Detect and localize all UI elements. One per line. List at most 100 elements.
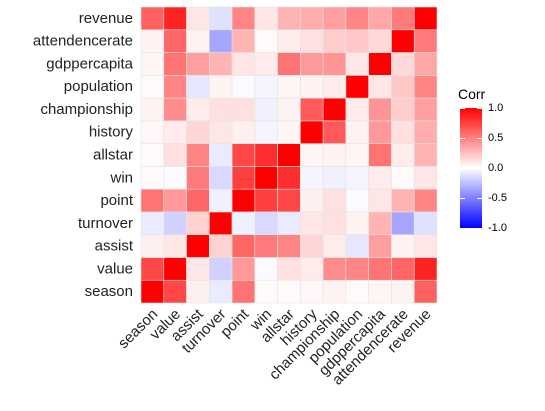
heatmap-cell-history-history [300,120,324,144]
heatmap-cell-season-championship [322,279,347,304]
heatmap-cell-win-turnover [209,166,233,190]
heatmap-cell-attendencerate-assist [186,29,210,53]
heatmap-cell-season-point [231,279,256,304]
y-tick-label-attendencerate: attendencerate [33,33,133,50]
y-tick-label-championship: championship [40,101,133,118]
heatmap-cell-allstar-revenue [413,143,438,167]
heatmap-cell-gdppercapita-season [140,52,165,76]
heatmap-cell-history-season [140,120,165,144]
y-tick-label-assist: assist [95,238,134,255]
heatmap-cell-gdppercapita-point [231,52,256,76]
heatmap-cell-win-championship [322,166,347,190]
heatmap-cell-attendencerate-value [163,29,187,53]
heatmap-cell-population-value [163,75,187,99]
y-tick-label-history: history [89,124,134,141]
heatmap-cell-allstar-win [254,143,278,167]
legend-tick-mark [460,138,465,139]
legend-tick-label: -1.0 [488,222,507,234]
heatmap-cell-point-revenue [413,188,438,213]
heatmap-cell-turnover-attendencerate [391,211,415,235]
heatmap-cell-point-population [345,188,369,213]
heatmap-cell-population-assist [186,75,210,99]
heatmap-cell-attendencerate-point [231,29,256,53]
heatmap-cell-population-season [140,75,165,99]
heatmap-cell-allstar-history [300,143,324,167]
heatmap-cell-win-gdppercapita [368,166,392,190]
heatmap-cell-value-revenue [413,257,438,281]
heatmap-cell-championship-championship [322,97,347,122]
heatmap-cell-revenue-championship [322,6,347,31]
heatmap-cell-history-value [163,120,187,144]
y-tick-label-gdppercapita: gdppercapita [46,55,133,72]
y-tick-label-revenue: revenue [79,10,133,27]
heatmap-cell-win-allstar [277,166,301,190]
heatmap-cell-assist-point [231,234,256,258]
heatmap-cell-championship-allstar [277,97,301,122]
heatmap-cell-gdppercapita-assist [186,52,210,76]
heatmap-cell-value-championship [322,257,347,281]
heatmap-cell-value-season [140,257,165,281]
heatmap-cell-point-value [163,188,187,213]
heatmap-cell-allstar-season [140,143,165,167]
heatmap-cell-assist-population [345,234,369,258]
heatmap-cell-point-point [231,188,256,213]
heatmap-cell-revenue-gdppercapita [368,6,392,31]
heatmap-cell-assist-assist [186,234,210,258]
heatmap-cell-point-assist [186,188,210,213]
heatmap-cell-revenue-point [231,6,256,31]
heatmap-cell-population-turnover [209,75,233,99]
heatmap-cell-revenue-history [300,6,324,31]
y-tick-label-season: season [85,283,133,300]
heatmap-cell-championship-turnover [209,97,233,122]
heatmap-cell-assist-attendencerate [391,234,415,258]
heatmap-cell-history-assist [186,120,210,144]
heatmap-cell-championship-revenue [413,97,438,122]
heatmap-cell-value-history [300,257,324,281]
heatmap-cell-gdppercapita-value [163,52,187,76]
heatmap-cell-point-allstar [277,188,301,213]
legend-tick-mark [460,168,465,169]
legend-tick-mark [460,108,465,109]
heatmap-cell-season-attendencerate [391,279,415,304]
heatmap-cell-championship-assist [186,97,210,122]
heatmap-cell-history-point [231,120,256,144]
heatmap-cell-revenue-assist [186,6,210,31]
heatmap-cell-point-win [254,188,278,213]
heatmap-cell-gdppercapita-win [254,52,278,76]
heatmap-cell-revenue-population [345,6,369,31]
heatmap-cell-attendencerate-attendencerate [391,29,415,53]
heatmap-cell-population-gdppercapita [368,75,392,99]
heatmap-cell-point-turnover [209,188,233,213]
heatmap-cell-assist-gdppercapita [368,234,392,258]
heatmap-cell-turnover-win [254,211,278,235]
heatmap-cell-allstar-value [163,143,187,167]
heatmap-cell-assist-value [163,234,187,258]
legend-tick-mark [477,228,482,229]
heatmap-cell-championship-population [345,97,369,122]
heatmap-cell-assist-revenue [413,234,438,258]
legend-tick-mark [477,108,482,109]
heatmap-cell-value-turnover [209,257,233,281]
legend-tick-label: -0.5 [488,192,507,204]
legend-title: Corr [458,86,486,102]
heatmap-cell-allstar-turnover [209,143,233,167]
heatmap-cell-attendencerate-revenue [413,29,438,53]
heatmap-cell-value-population [345,257,369,281]
heatmap-cell-championship-point [231,97,256,122]
heatmap-cell-win-point [231,166,256,190]
y-tick-label-win: win [109,169,133,186]
legend-tick-mark [477,198,482,199]
heatmap-cell-value-value [163,257,187,281]
heatmap-cell-turnover-population [345,211,369,235]
heatmap-cell-championship-win [254,97,278,122]
heatmap-cell-population-allstar [277,75,301,99]
heatmap-cell-gdppercapita-population [345,52,369,76]
heatmap-cell-assist-win [254,234,278,258]
heatmap-cell-value-point [231,257,256,281]
heatmap-cell-value-gdppercapita [368,257,392,281]
heatmap-cell-turnover-revenue [413,211,438,235]
heatmap-cell-assist-history [300,234,324,258]
heatmap-cell-win-revenue [413,166,438,190]
legend-tick-mark [477,138,482,139]
